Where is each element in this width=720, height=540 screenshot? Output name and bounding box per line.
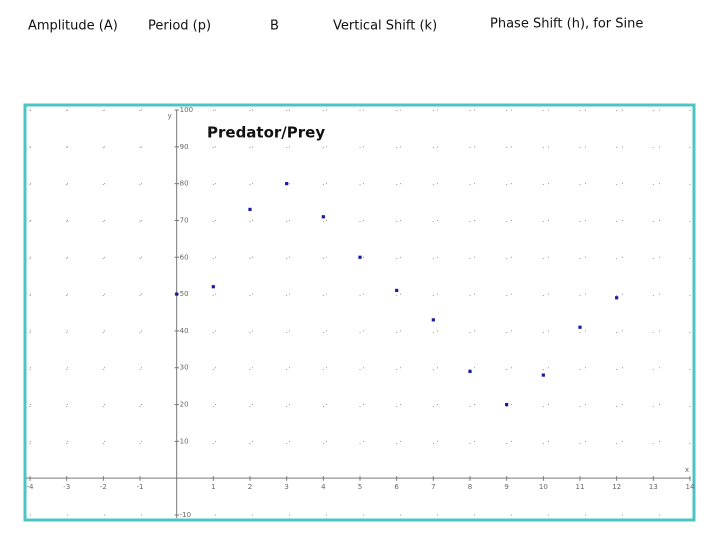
- header: Period (p): [148, 19, 211, 34]
- y-axis-label: y: [168, 112, 172, 120]
- x-tick-label: 6: [394, 483, 399, 491]
- x-tick-label: 1: [211, 483, 215, 491]
- x-tick-label: -3: [63, 483, 70, 491]
- x-axis-label: x: [685, 466, 689, 474]
- x-tick-label: 10: [539, 483, 548, 491]
- y-tick-label: 30: [180, 364, 189, 372]
- y-tick-label: 80: [180, 180, 189, 188]
- y-tick-label: 10: [180, 437, 189, 445]
- header: Vertical Shift (k): [333, 19, 437, 34]
- x-tick-label: 13: [649, 483, 658, 491]
- y-tick-label: 100: [180, 106, 193, 114]
- point: [431, 318, 435, 322]
- header: Amplitude (A): [28, 19, 118, 34]
- x-tick-label: -1: [137, 483, 144, 491]
- point: [505, 402, 509, 407]
- y-tick-label: 70: [180, 216, 189, 224]
- point: [358, 255, 362, 259]
- point: [578, 325, 582, 329]
- point: [468, 369, 472, 374]
- point: [285, 182, 289, 186]
- y-tick-label: 40: [180, 327, 189, 335]
- chart-frame: [23, 103, 696, 522]
- y-tick-label: 50: [180, 290, 189, 298]
- point: [175, 292, 179, 296]
- x-tick-label: -4: [27, 483, 35, 491]
- x-tick-label: 12: [612, 483, 621, 491]
- x-tick-label: 5: [358, 483, 362, 491]
- point: [248, 207, 252, 212]
- point: [615, 296, 619, 300]
- x-tick-label: -2: [100, 483, 107, 491]
- point: [321, 215, 325, 219]
- x-tick-label: 11: [576, 483, 585, 491]
- x-tick-label: 4: [321, 483, 326, 491]
- point: [395, 288, 399, 293]
- x-tick-label: 8: [468, 483, 472, 491]
- header: B: [270, 19, 279, 34]
- y-tick-label: 90: [180, 143, 189, 151]
- y-tick-label: -10: [180, 511, 191, 519]
- y-tick-label: 60: [180, 253, 189, 261]
- y-tick-label: 20: [180, 401, 189, 409]
- x-tick-label: 9: [504, 483, 508, 491]
- point: [211, 285, 215, 289]
- x-tick-label: 3: [284, 483, 288, 491]
- header: Phase Shift (h), for Sine: [490, 17, 643, 32]
- x-tick-label: 7: [431, 483, 435, 491]
- x-tick-label: 2: [248, 483, 252, 491]
- x-tick-label: 14: [686, 483, 695, 491]
- point: [541, 373, 545, 377]
- chart-title: Predator/Prey: [207, 124, 325, 142]
